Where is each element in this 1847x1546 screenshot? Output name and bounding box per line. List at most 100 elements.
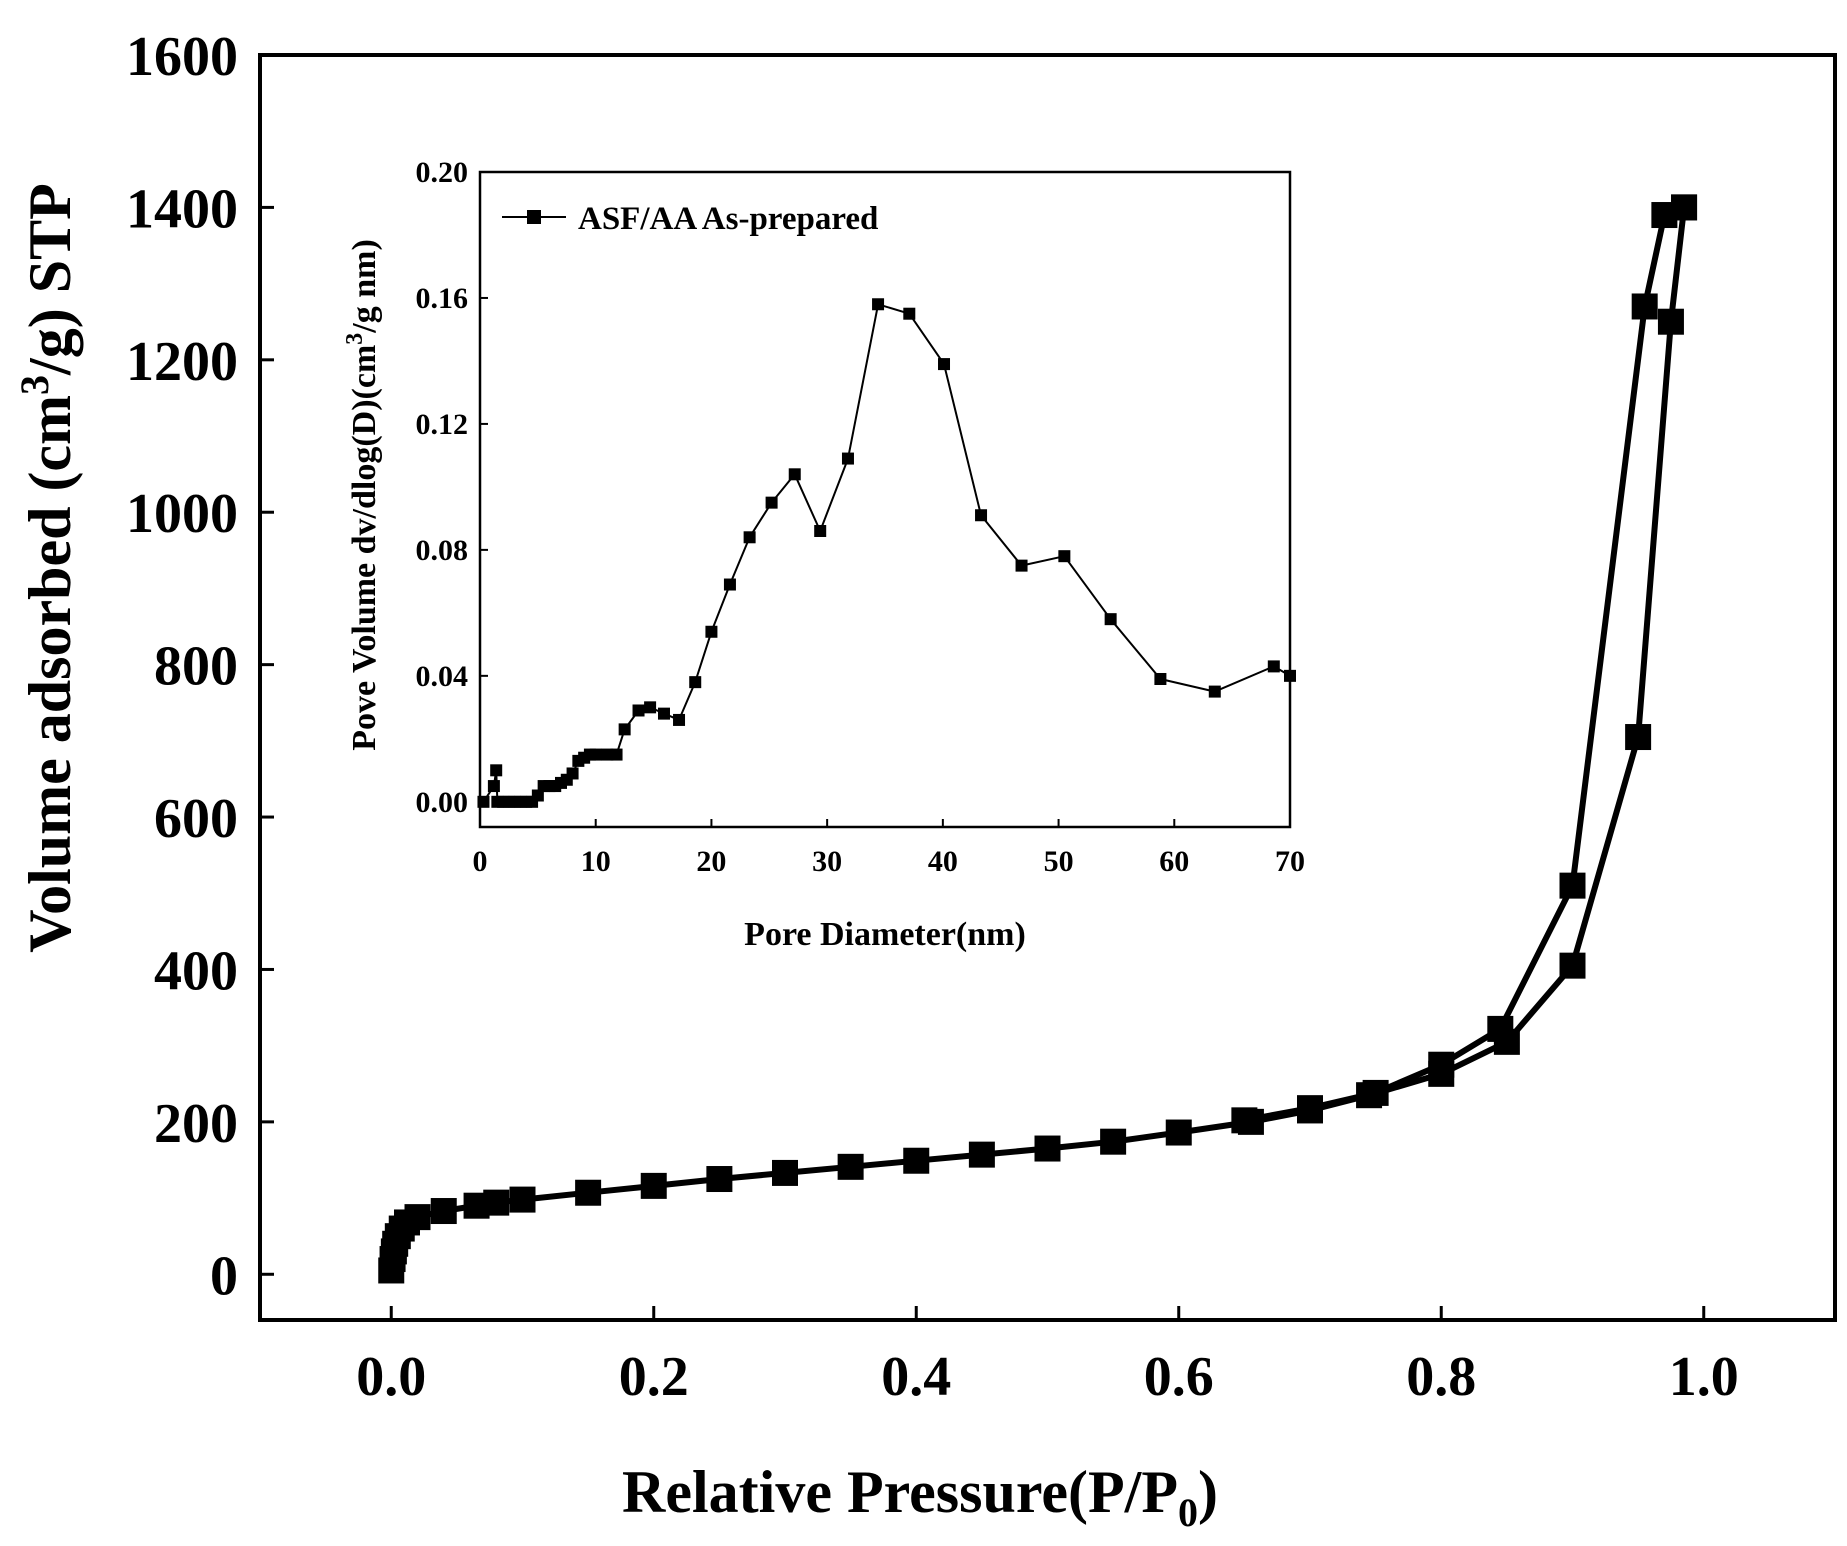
main-data-point: [1428, 1051, 1455, 1078]
main-data-point: [1231, 1107, 1258, 1134]
inset-data-point: [705, 625, 718, 638]
inset-y-tick-label: 0.20: [416, 156, 469, 189]
inset-data-point: [1208, 685, 1221, 698]
main-data-point: [430, 1198, 457, 1225]
inset-y-tick-label: 0.12: [416, 408, 469, 441]
main-data-point: [837, 1153, 864, 1180]
inset-data-point: [673, 713, 686, 726]
inset-data-point: [566, 767, 579, 780]
inset-data-point: [487, 780, 500, 793]
inset-y-tick-label: 0.16: [416, 282, 469, 315]
main-data-point: [1631, 293, 1658, 320]
main-data-point: [1100, 1128, 1127, 1155]
main-y-tick-label: 400: [154, 940, 238, 1002]
inset-data-point: [765, 496, 778, 509]
inset-chart: 0 10 20 30 40 50 60 700.000.040.080.120.160.20 …: [342, 156, 1305, 953]
main-series: [378, 194, 1698, 1284]
inset-data-point: [1267, 660, 1280, 673]
inset-data-point: [975, 509, 988, 522]
inset-data-point: [490, 764, 503, 777]
inset-data-point: [872, 298, 885, 311]
main-axis-ticks: 0.0 0.2 0.4 0.6 0.8 1.00200400600800100012001…: [126, 26, 1739, 1408]
legend-label: ASF/AA As-prepared: [578, 201, 878, 237]
inset-y-axis-label: Pove Volume dv/dlog(D)(cm3/g nm): [342, 239, 383, 751]
inset-data-point: [644, 701, 657, 714]
inset-data-point: [1015, 559, 1028, 572]
inset-y-tick-label: 0.08: [416, 534, 469, 567]
legend-marker: [527, 210, 541, 224]
inset-x-tick-label: 30: [812, 845, 842, 878]
main-data-point: [1362, 1079, 1389, 1106]
main-data-point: [1165, 1119, 1192, 1146]
inset-data-point: [657, 707, 670, 720]
inset-x-tick-label: 40: [928, 845, 958, 878]
inset-x-axis-label: Pore Diameter(nm): [744, 916, 1026, 953]
inset-data-point: [841, 452, 854, 465]
inset-data-point: [743, 531, 756, 544]
main-data-point: [640, 1172, 667, 1199]
main-desorption-line: [1243, 204, 1686, 1124]
inset-x-tick-label: 20: [696, 845, 726, 878]
main-y-tick-label: 1200: [126, 331, 238, 393]
inset-axis-ticks: 0 10 20 30 40 50 60 70 0.00 0.04 0.08 0.12 0.16 0.20: [416, 156, 1306, 878]
inset-data-point: [477, 795, 490, 808]
main-y-tick-label: 1600: [126, 26, 238, 88]
inset-x-tick-label: 50: [1044, 845, 1074, 878]
main-x-tick-label: 0.4: [881, 1346, 951, 1408]
main-data-point: [1651, 202, 1678, 229]
main-data-point: [968, 1141, 995, 1168]
inset-data-point: [723, 578, 736, 591]
main-x-tick-label: 0.2: [619, 1346, 689, 1408]
inset-data-point: [1284, 669, 1296, 682]
main-y-tick-label: 1000: [126, 483, 238, 545]
inset-data-point: [1154, 672, 1167, 685]
inset-x-tick-label: 60: [1159, 845, 1189, 878]
inset-data-point: [610, 748, 623, 761]
inset-x-tick-label: 10: [581, 845, 611, 878]
main-data-point: [1625, 724, 1652, 751]
inset-data-point: [938, 358, 951, 371]
inset-plot-frame: [478, 170, 1292, 829]
inset-data-point: [618, 723, 631, 736]
main-data-point: [903, 1147, 930, 1174]
main-y-tick-label: 1400: [126, 178, 238, 240]
main-y-tick-label: 800: [154, 636, 238, 698]
main-data-point: [1034, 1135, 1061, 1162]
inset-x-tick-label: 0: [473, 845, 488, 878]
inset-data-point: [903, 307, 916, 320]
inset-legend: ASF/AA As-prepared: [502, 201, 878, 237]
main-plot-frame: [258, 53, 1837, 1322]
inset-data-point: [1058, 550, 1071, 563]
main-data-point: [404, 1204, 431, 1231]
main-x-axis-label: Relative Pressure(P/P0): [622, 1459, 1218, 1535]
inset-x-tick-label: 70: [1275, 845, 1305, 878]
inset-data-point: [601, 748, 614, 761]
main-data-point: [706, 1166, 733, 1193]
inset-y-tick-label: 0.00: [416, 786, 469, 819]
main-data-point: [1559, 872, 1586, 899]
inset-series: [477, 298, 1296, 808]
main-x-tick-label: 0.6: [1144, 1346, 1214, 1408]
main-data-point: [1297, 1095, 1323, 1122]
inset-y-tick-label: 0.04: [416, 660, 469, 693]
main-x-tick-label: 1.0: [1669, 1346, 1739, 1408]
inset-data-point: [531, 789, 544, 802]
main-data-point: [1657, 308, 1684, 335]
inset-data-point: [1104, 613, 1117, 626]
main-data-point: [483, 1189, 510, 1216]
main-data-point: [772, 1159, 798, 1186]
main-y-tick-label: 0: [210, 1245, 238, 1307]
main-y-tick-label: 600: [154, 788, 238, 850]
main-x-tick-label: 0.8: [1406, 1346, 1476, 1408]
main-data-point: [1559, 952, 1586, 979]
inset-data-point: [788, 468, 801, 481]
main-y-tick-label: 200: [154, 1093, 238, 1155]
main-data-point: [1487, 1015, 1514, 1042]
inset-data-point: [589, 748, 602, 761]
inset-data-point: [814, 524, 827, 537]
main-x-tick-label: 0.0: [356, 1346, 426, 1408]
inset-data-point: [632, 704, 645, 717]
main-y-axis-label: Volume adsorbed (cm3/g) STP: [12, 183, 83, 953]
inset-data-point: [689, 676, 702, 689]
